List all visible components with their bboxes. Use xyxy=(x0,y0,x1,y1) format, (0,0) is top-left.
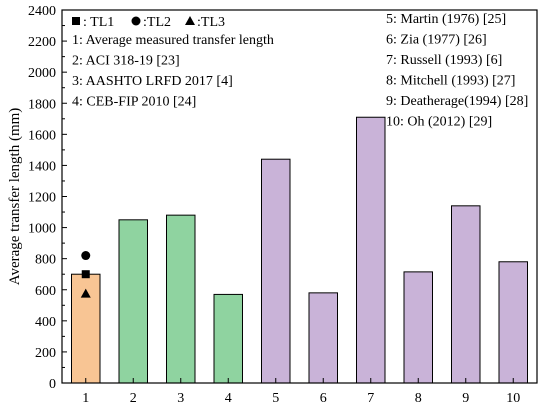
plot-frame xyxy=(61,9,538,384)
y-tick-label: 1000 xyxy=(28,222,56,237)
y-tick-label: 600 xyxy=(35,284,56,299)
legend-item: 4: CEB-FIP 2010 [24] xyxy=(72,95,196,110)
circle-marker xyxy=(81,251,91,261)
legend-item: 7: Russell (1993) [6] xyxy=(386,53,502,68)
bar-6 xyxy=(308,292,338,384)
bar-8 xyxy=(403,271,433,384)
legend-series-label: :TL3 xyxy=(197,15,225,30)
legend-item: 6: Zia (1977) [26] xyxy=(386,33,487,48)
legend-circle-icon xyxy=(131,16,141,26)
square-marker xyxy=(81,270,90,279)
legend-item: 10: Oh (2012) [29] xyxy=(386,115,492,130)
y-tick-label: 2200 xyxy=(28,35,56,50)
y-tick-label: 0 xyxy=(49,377,56,392)
x-tick-label: 2 xyxy=(130,391,137,406)
x-axis-ticks: 1 2 3 4 5 6 7 8 9 10 xyxy=(82,378,520,406)
bar-7 xyxy=(356,116,386,384)
bar-2 xyxy=(118,219,148,384)
y-tick-label: 400 xyxy=(35,315,56,330)
legend-item: 8: Mitchell (1993) [27] xyxy=(386,74,515,89)
legend-item: 9: Deatherage(1994) [28] xyxy=(386,94,528,109)
x-tick-label: 4 xyxy=(225,391,232,406)
y-tick-label: 1400 xyxy=(28,159,56,174)
y-tick-label: 2400 xyxy=(28,4,56,19)
x-tick-label: 5 xyxy=(272,391,279,406)
bar-9 xyxy=(451,205,481,384)
y-axis-title: Average transfer length (mm) xyxy=(7,108,23,286)
legend: : TL1 :TL2 :TL3 1: Average measured transf… xyxy=(72,12,528,130)
bar-3 xyxy=(166,214,196,384)
legend-square-icon xyxy=(72,17,80,25)
x-tick-label: 9 xyxy=(462,391,469,406)
legend-series-label: :TL2 xyxy=(143,15,171,30)
x-tick-label: 3 xyxy=(177,391,184,406)
y-tick-label: 1800 xyxy=(28,97,56,112)
y-tick-label: 200 xyxy=(35,346,56,361)
triangle-marker xyxy=(80,288,91,298)
legend-item: 2: ACI 318-19 [23] xyxy=(72,54,180,69)
bar-10 xyxy=(498,261,528,384)
legend-item: 3: AASHTO LRFD 2017 [4] xyxy=(72,74,233,89)
y-tick-label: 2000 xyxy=(28,66,56,81)
legend-item: 5: Martin (1976) [25] xyxy=(386,12,506,27)
legend-series-label: : TL1 xyxy=(83,15,114,30)
x-tick-label: 1 xyxy=(82,391,89,406)
y-axis-ticks: 0 200 400 600 800 1000 1200 1400 1600 1800 2000 220… xyxy=(28,4,67,392)
measured-markers xyxy=(80,251,91,298)
legend-triangle-icon xyxy=(185,16,195,25)
bars xyxy=(71,116,528,384)
bar-4 xyxy=(213,293,243,384)
x-tick-label: 6 xyxy=(320,391,327,406)
legend-item: 1: Average measured transfer length xyxy=(72,33,274,48)
y-tick-label: 1200 xyxy=(28,191,56,206)
y-tick-label: 1600 xyxy=(28,128,56,143)
bar-5 xyxy=(261,158,291,384)
y-tick-label: 800 xyxy=(35,253,56,268)
x-tick-label: 8 xyxy=(415,391,422,406)
x-tick-label: 7 xyxy=(367,391,374,406)
x-tick-label: 10 xyxy=(506,391,520,406)
